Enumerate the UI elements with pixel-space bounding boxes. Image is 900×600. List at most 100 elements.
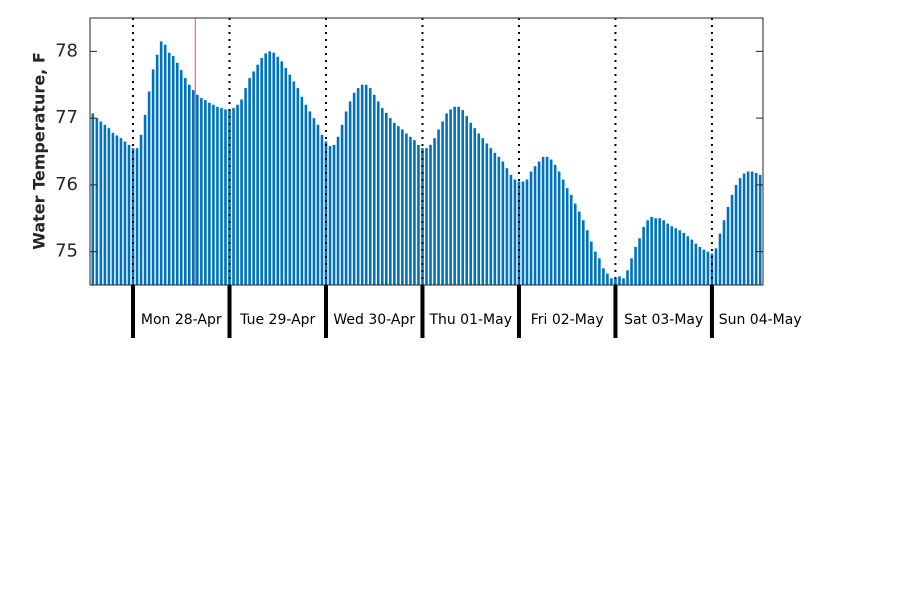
bar [702, 249, 706, 285]
bar [513, 179, 517, 285]
bar [714, 248, 718, 285]
bar [730, 194, 734, 285]
bar [163, 44, 167, 286]
x-tick-label: Tue 29-Apr [239, 312, 315, 328]
x-tick-label: Sat 03-May [624, 312, 703, 328]
bar [505, 168, 509, 285]
bar [602, 268, 605, 285]
bar [561, 179, 565, 285]
bar [469, 122, 473, 285]
bar [200, 98, 203, 285]
bar [376, 101, 380, 285]
bar [445, 113, 448, 285]
bar [433, 138, 436, 285]
bar [352, 92, 356, 285]
bar [630, 258, 633, 285]
bar [204, 100, 207, 285]
bar [541, 156, 545, 285]
bar [167, 52, 171, 286]
bar [384, 112, 388, 285]
bar [159, 41, 163, 285]
bar [678, 230, 682, 285]
bar [111, 132, 115, 285]
bar [674, 228, 678, 285]
bar [155, 54, 159, 286]
bar [115, 135, 119, 285]
bar [393, 122, 396, 285]
bar [449, 109, 452, 285]
bar [545, 156, 549, 285]
bar [533, 166, 537, 285]
bar [380, 108, 384, 285]
bar [750, 171, 754, 285]
bar [131, 148, 135, 285]
bar [99, 121, 103, 286]
bar [746, 171, 750, 285]
bar [413, 140, 416, 285]
bar [437, 129, 440, 285]
bar [91, 113, 95, 285]
bar [521, 181, 525, 285]
bar [734, 184, 738, 285]
x-tick-label: Mon 28-Apr [141, 312, 222, 328]
bar [348, 101, 352, 285]
bar [610, 278, 613, 285]
bar [224, 109, 227, 285]
bar [614, 278, 617, 285]
bar [634, 246, 637, 285]
bar [421, 148, 424, 285]
bar [569, 194, 573, 285]
bar [216, 106, 219, 285]
bar [738, 178, 742, 285]
bar [123, 141, 127, 285]
bar [481, 138, 485, 285]
bar [280, 61, 284, 286]
bar [316, 124, 320, 285]
bar [248, 78, 251, 285]
bar [344, 111, 348, 285]
bar [232, 108, 235, 285]
bar [356, 88, 360, 286]
x-tick-label: Sun 04-May [719, 312, 802, 328]
bar [268, 51, 272, 285]
bar [642, 226, 645, 285]
bar [296, 88, 300, 286]
bar [256, 64, 259, 285]
bar [694, 243, 698, 285]
bar [698, 246, 702, 285]
bar [586, 230, 589, 285]
bar [107, 128, 111, 285]
bar [473, 128, 477, 285]
bar [143, 114, 147, 285]
bar [183, 78, 187, 285]
x-tick-label: Wed 30-Apr [333, 312, 415, 328]
bar [573, 203, 577, 285]
bar [590, 241, 593, 285]
bar [565, 188, 569, 285]
bar [340, 124, 344, 285]
bar [171, 56, 175, 285]
bar [682, 232, 686, 285]
bar [119, 138, 123, 285]
bar [718, 233, 722, 285]
bar [308, 111, 312, 285]
bar [441, 121, 444, 286]
bar [493, 152, 497, 285]
y-tick-label: 78 [55, 40, 78, 61]
bar [489, 148, 493, 285]
bar [722, 220, 726, 285]
bar [409, 136, 412, 285]
bar [650, 216, 653, 285]
bar [529, 171, 533, 285]
bar [517, 181, 521, 285]
bar [626, 270, 629, 285]
bar [549, 159, 553, 285]
bar [485, 143, 489, 285]
bar [284, 68, 288, 285]
x-tick-label: Thu 01-May [428, 312, 512, 328]
bar [135, 148, 139, 285]
bar [453, 106, 456, 285]
y-tick-label: 77 [55, 107, 78, 128]
bar [332, 144, 336, 285]
bar [581, 220, 585, 285]
